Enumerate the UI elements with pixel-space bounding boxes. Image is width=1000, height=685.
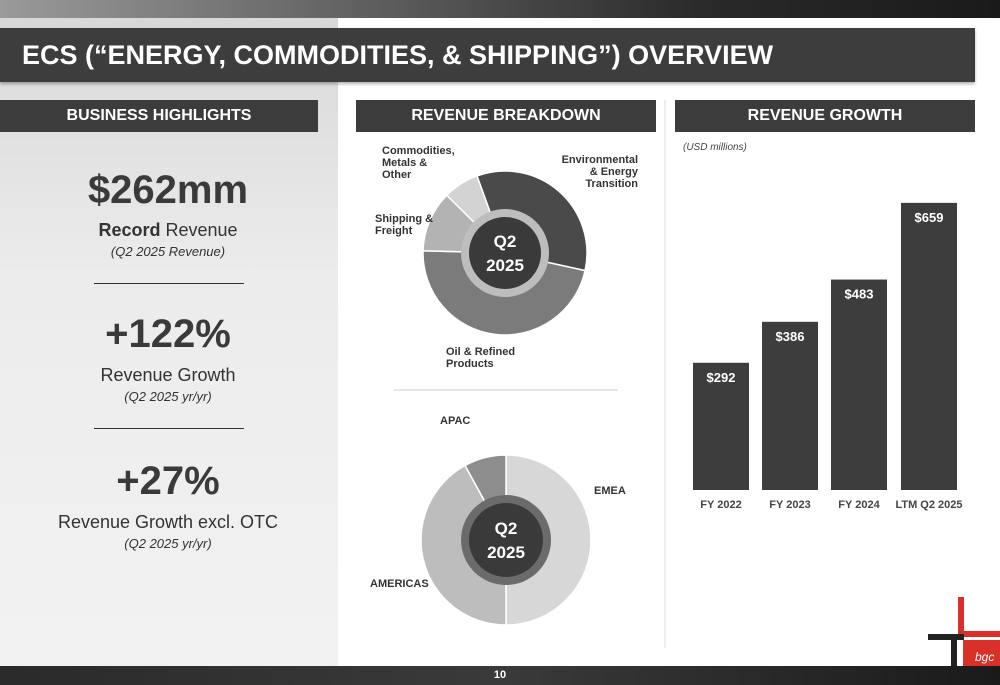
bar [831, 279, 887, 490]
logo: bgc [928, 597, 1000, 666]
slice-label: APAC [440, 415, 470, 427]
highlight-label: Revenue Growth excl. OTC [57, 512, 279, 532]
highlight-label-bold: Record [98, 220, 161, 240]
donut-center-label: Q2 [495, 519, 518, 538]
slice-label: EMEA [594, 485, 626, 497]
section-header: BUSINESS HIGHLIGHTS [0, 100, 318, 132]
highlight-value: $262mm [87, 168, 249, 212]
highlight-value: +27% [116, 459, 220, 503]
bar [901, 202, 957, 490]
highlight-label: Record Revenue [0, 220, 336, 241]
x-tick-label: FY 2023 [769, 499, 811, 511]
slide-title: ECS (“ENERGY, COMMODITIES, & SHIPPING”) … [0, 28, 975, 82]
donut-center-label: 2025 [486, 256, 524, 275]
logo-shape [951, 634, 957, 666]
chart-subtitle: (USD millions) [683, 142, 747, 153]
slice-label: Shipping & Freight [375, 213, 433, 237]
highlight-note: (Q2 2025 yr/yr) [124, 389, 212, 404]
logo-shape [928, 634, 964, 640]
x-tick-label: LTM Q2 2025 [895, 499, 963, 511]
charts: (USD millions) bgc Q2 2025 Environmental & … [370, 100, 1000, 666]
slice-label: AMERICAS [370, 578, 429, 590]
donut-center-label: 2025 [487, 543, 525, 562]
highlight-note: (Q2 2025 yr/yr) [124, 536, 212, 551]
donut-center-label: Q2 [494, 232, 517, 251]
highlight-note: (Q2 2025 Revenue) [110, 244, 226, 259]
divider [94, 283, 244, 284]
bar [762, 321, 818, 490]
section-header: REVENUE BREAKDOWN [356, 100, 656, 132]
logo-shape [958, 631, 1000, 637]
bar [693, 362, 749, 490]
logo-shape [963, 640, 1000, 666]
logo-text: bgc [975, 650, 994, 664]
donut-core [469, 503, 543, 577]
x-tick-label: FY 2022 [700, 499, 742, 511]
bar-value-label: $483 [845, 287, 874, 302]
slice-label: Environmental & Energy Transition [562, 154, 639, 190]
divider [94, 428, 244, 429]
highlight-value: +122% [105, 312, 231, 356]
bar-value-label: $292 [707, 370, 736, 385]
page-number: 10 [0, 666, 1000, 685]
bar-value-label: $386 [776, 329, 805, 344]
logo-shape [958, 597, 964, 637]
top-strip [0, 0, 1000, 18]
slice-label: Oil & Refined Products [446, 346, 515, 370]
slice-label: Commodities, Metals & Other [382, 145, 455, 181]
highlight-label: Revenue Growth [100, 365, 236, 385]
section-header: REVENUE GROWTH [675, 100, 975, 132]
bar-value-label: $659 [915, 210, 944, 225]
x-tick-label: FY 2024 [838, 499, 880, 511]
donut-core [469, 217, 541, 289]
highlight-label-text: Revenue [160, 220, 238, 240]
